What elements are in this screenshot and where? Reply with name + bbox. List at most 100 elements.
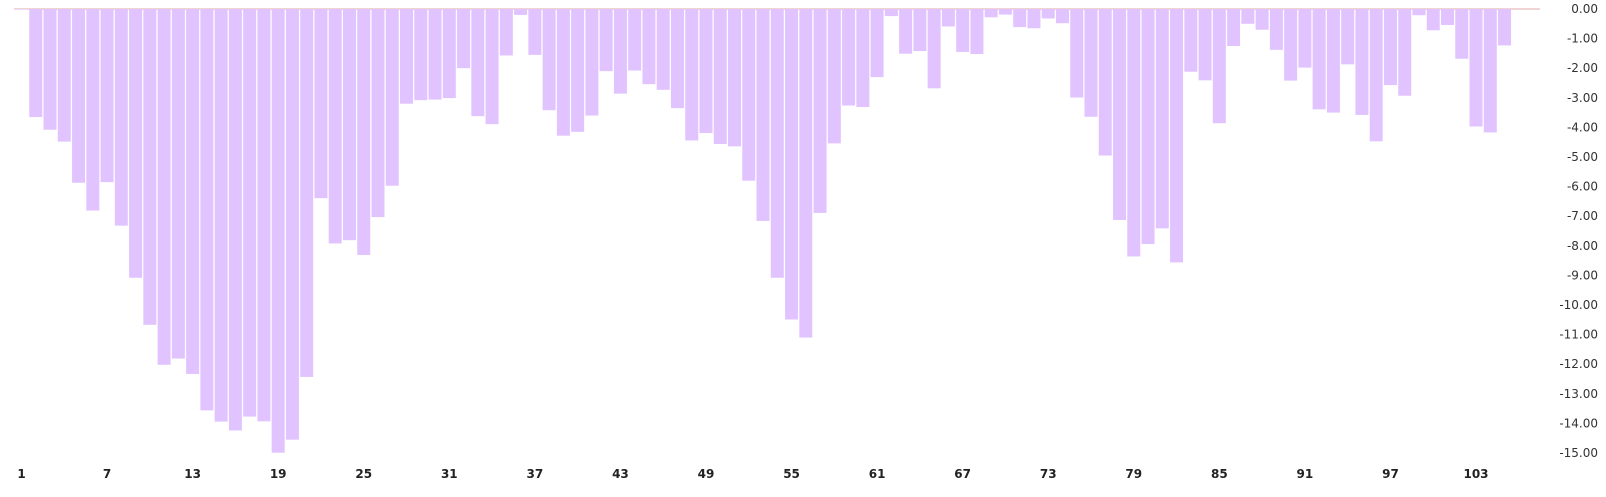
bar-60: [856, 9, 870, 107]
y-axis-ticks: 0.00 -1.00 -2.00 -3.00 -4.00 -5.00 -6.00 -7.00 -…: [1559, 2, 1598, 460]
bar-18: [257, 9, 271, 422]
bar-30: [428, 9, 442, 100]
x-tick-label: 103: [1463, 467, 1488, 481]
bar-65: [927, 9, 941, 89]
bar-69: [984, 9, 998, 18]
bar-103: [1469, 9, 1483, 127]
bar-91: [1298, 9, 1312, 68]
bar-88: [1255, 9, 1269, 30]
bar-70: [998, 9, 1012, 15]
bar-23: [328, 9, 342, 244]
bar-93: [1326, 9, 1340, 113]
bar-59: [842, 9, 856, 106]
x-tick-label: 79: [1125, 467, 1142, 481]
bar-17: [243, 9, 257, 417]
bar-58: [827, 9, 841, 144]
bar-25: [357, 9, 371, 255]
bar-85: [1212, 9, 1226, 124]
bar-89: [1269, 9, 1283, 50]
bar-87: [1241, 9, 1255, 24]
x-tick-label: 67: [954, 467, 971, 481]
y-tick-label: -8.00: [1567, 239, 1598, 253]
bar-24: [342, 9, 356, 241]
y-tick-label: -6.00: [1567, 180, 1598, 194]
y-tick-label: -7.00: [1567, 209, 1598, 223]
bar-56: [799, 9, 813, 338]
bar-33: [471, 9, 485, 117]
bar-97: [1383, 9, 1397, 86]
y-tick-label: -4.00: [1567, 120, 1598, 134]
bar-67: [956, 9, 970, 52]
bar-77: [1098, 9, 1112, 156]
x-tick-label: 91: [1297, 467, 1314, 481]
bar-10: [143, 9, 157, 325]
bar-2: [29, 9, 43, 118]
bar-90: [1284, 9, 1298, 81]
bar-38: [542, 9, 556, 111]
bar-14: [200, 9, 214, 411]
bar-54: [770, 9, 784, 278]
y-tick-label: -1.00: [1567, 32, 1598, 46]
x-tick-label: 55: [783, 467, 800, 481]
bar-53: [756, 9, 770, 221]
bar-16: [228, 9, 242, 431]
bar-31: [442, 9, 456, 99]
bar-41: [585, 9, 599, 116]
bar-61: [870, 9, 884, 78]
bar-57: [813, 9, 827, 213]
bar-83: [1184, 9, 1198, 72]
bar-44: [628, 9, 642, 71]
x-tick-label: 97: [1382, 467, 1399, 481]
bar-80: [1141, 9, 1155, 245]
bar-64: [913, 9, 927, 52]
bar-51: [728, 9, 741, 147]
bar-21: [300, 9, 314, 377]
bar-45: [642, 9, 656, 85]
bar-74: [1055, 9, 1069, 24]
x-tick-label: 19: [270, 467, 287, 481]
bar-28: [400, 9, 414, 104]
bar-99: [1412, 9, 1426, 16]
bar-100: [1426, 9, 1440, 31]
y-tick-label: -3.00: [1567, 91, 1598, 105]
bar-71: [1013, 9, 1027, 28]
x-tick-label: 43: [612, 467, 629, 481]
y-tick-label: -11.00: [1559, 328, 1598, 342]
bar-78: [1113, 9, 1127, 221]
bar-104: [1483, 9, 1497, 133]
bar-68: [970, 9, 984, 54]
bar-13: [186, 9, 200, 374]
y-tick-label: -5.00: [1567, 150, 1598, 164]
bar-11: [157, 9, 171, 365]
bar-22: [314, 9, 328, 199]
bar-3: [43, 9, 57, 130]
bar-96: [1369, 9, 1383, 142]
bar-63: [899, 9, 913, 54]
y-tick-label: -2.00: [1567, 61, 1598, 75]
bar-81: [1155, 9, 1169, 229]
bar-62: [884, 9, 898, 17]
bar-43: [613, 9, 627, 94]
bar-73: [1041, 9, 1055, 19]
bar-82: [1170, 9, 1184, 263]
bar-42: [599, 9, 613, 72]
bar-27: [385, 9, 399, 186]
bar-29: [414, 9, 428, 101]
x-tick-label: 49: [698, 467, 715, 481]
bar-1: [15, 9, 28, 10]
x-tick-label: 61: [869, 467, 886, 481]
bar-40: [571, 9, 585, 132]
bar-36: [514, 9, 528, 15]
y-tick-label: -12.00: [1559, 357, 1598, 371]
y-tick-label: -9.00: [1567, 268, 1598, 282]
bar-6: [86, 9, 100, 211]
bar-37: [528, 9, 542, 55]
bar-105: [1498, 9, 1512, 46]
bar-35: [499, 9, 513, 56]
bar-94: [1341, 9, 1355, 65]
y-tick-label: -10.00: [1559, 298, 1598, 312]
bar-98: [1398, 9, 1412, 96]
bar-75: [1070, 9, 1084, 98]
x-tick-label: 25: [355, 467, 372, 481]
